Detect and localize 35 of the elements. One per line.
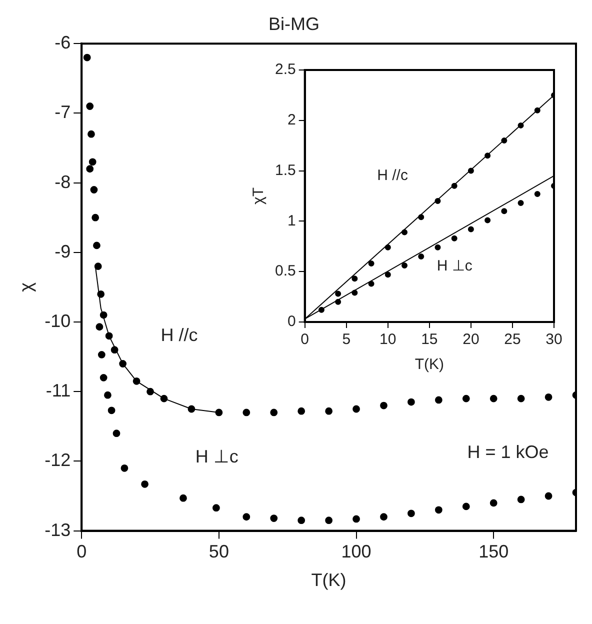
annotation: H ⊥c [195,446,238,467]
y-tick-label: -7 [54,102,71,122]
y-tick-label: 1 [288,212,296,230]
annotation: H //c [160,324,198,345]
x-tick-label: 5 [342,331,351,348]
y-tick-label: 1.5 [274,162,296,179]
x-tick-label: 10 [380,331,396,348]
x-tick-label: 0 [300,331,310,348]
y-tick-label: -11 [46,380,71,401]
x-tick-label: 15 [421,331,438,348]
annotation: H = 1 kOe [467,442,549,462]
x-tick-label: 150 [478,542,509,562]
x-tick-label: 30 [546,331,562,348]
x-tick-label: 50 [208,542,229,562]
y-tick-label: -8 [54,172,71,192]
x-tick-label: 20 [462,331,480,348]
y-tick-label: 0.5 [274,262,296,280]
y-axis-title: χ [16,282,36,292]
y-tick-label: -6 [54,32,71,53]
x-tick-label: 100 [341,542,372,562]
y-tick-label: -9 [54,241,71,262]
x-axis-title: T(K) [311,570,346,590]
annotation: H ⊥c [436,258,473,275]
x-tick-label: 25 [504,331,521,348]
y-tick-label: -13 [44,520,71,540]
annotation: H //c [377,166,408,184]
y-tick-label: -10 [44,310,71,331]
chart-title: Bi-MG [268,14,320,34]
x-axis-title: T(K) [414,356,444,374]
y-tick-label: 0 [288,313,296,330]
y-axis-title: χT [250,187,268,205]
x-tick-label: 0 [76,542,87,562]
y-tick-label: -12 [44,450,71,470]
y-tick-label: 2 [288,112,296,129]
y-tick-label: 2.5 [274,61,296,78]
